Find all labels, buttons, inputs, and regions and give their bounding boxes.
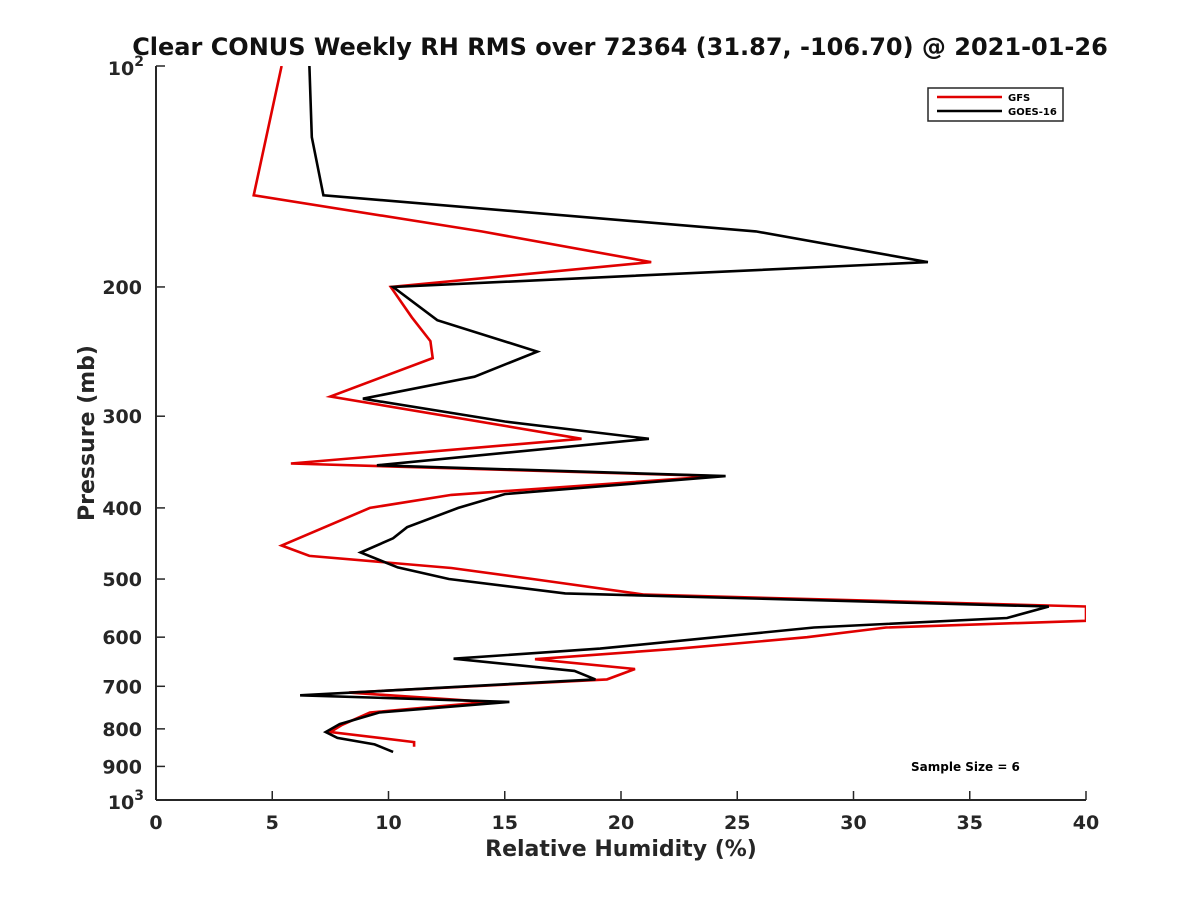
x-tick-label: 10 (375, 812, 401, 834)
legend: GFS GOES-16 (927, 87, 1064, 122)
y-axis-label: Pressure (mb) (75, 345, 100, 521)
y-tick-label: 103 (108, 788, 144, 814)
x-axis-label: Relative Humidity (%) (485, 837, 757, 862)
sample-size-annotation: Sample Size = 6 (911, 760, 1020, 774)
x-tick-label: 20 (608, 812, 634, 834)
y-tick-base: 10 (108, 792, 134, 814)
chart-title: Clear CONUS Weekly RH RMS over 72364 (31… (132, 33, 1108, 61)
y-tick-base: 10 (108, 58, 134, 80)
x-tick-label: 25 (724, 812, 750, 834)
series-line-goes16 (300, 66, 1050, 754)
x-tick-label: 35 (957, 812, 983, 834)
y-tick-label: 800 (102, 719, 142, 741)
x-tick-label: 5 (266, 812, 279, 834)
legend-label-gfs: GFS (1008, 93, 1030, 104)
y-tick-label: 700 (102, 676, 142, 698)
x-tick-label: 15 (492, 812, 518, 834)
y-tick-label: 600 (102, 627, 142, 649)
x-tick-label: 40 (1073, 812, 1099, 834)
y-tick-exponent: 2 (134, 54, 144, 70)
y-tick-label: 400 (102, 498, 142, 520)
y-tick-label: 500 (102, 569, 142, 591)
y-tick-label: 102 (108, 54, 144, 80)
y-tick-label: 900 (102, 756, 142, 778)
series-line-gfs (252, 66, 1086, 747)
x-tick-label: 30 (840, 812, 866, 834)
series-layer (252, 66, 1086, 754)
y-tick-exponent: 3 (134, 788, 144, 804)
y-tick-label: 200 (102, 277, 142, 299)
x-ticks: 0 5 10 15 20 25 30 35 40 (149, 791, 1099, 834)
x-tick-label: 0 (149, 812, 162, 834)
y-tick-label: 300 (102, 406, 142, 428)
legend-box (927, 87, 1064, 122)
legend-label-goes16: GOES-16 (1008, 107, 1057, 118)
